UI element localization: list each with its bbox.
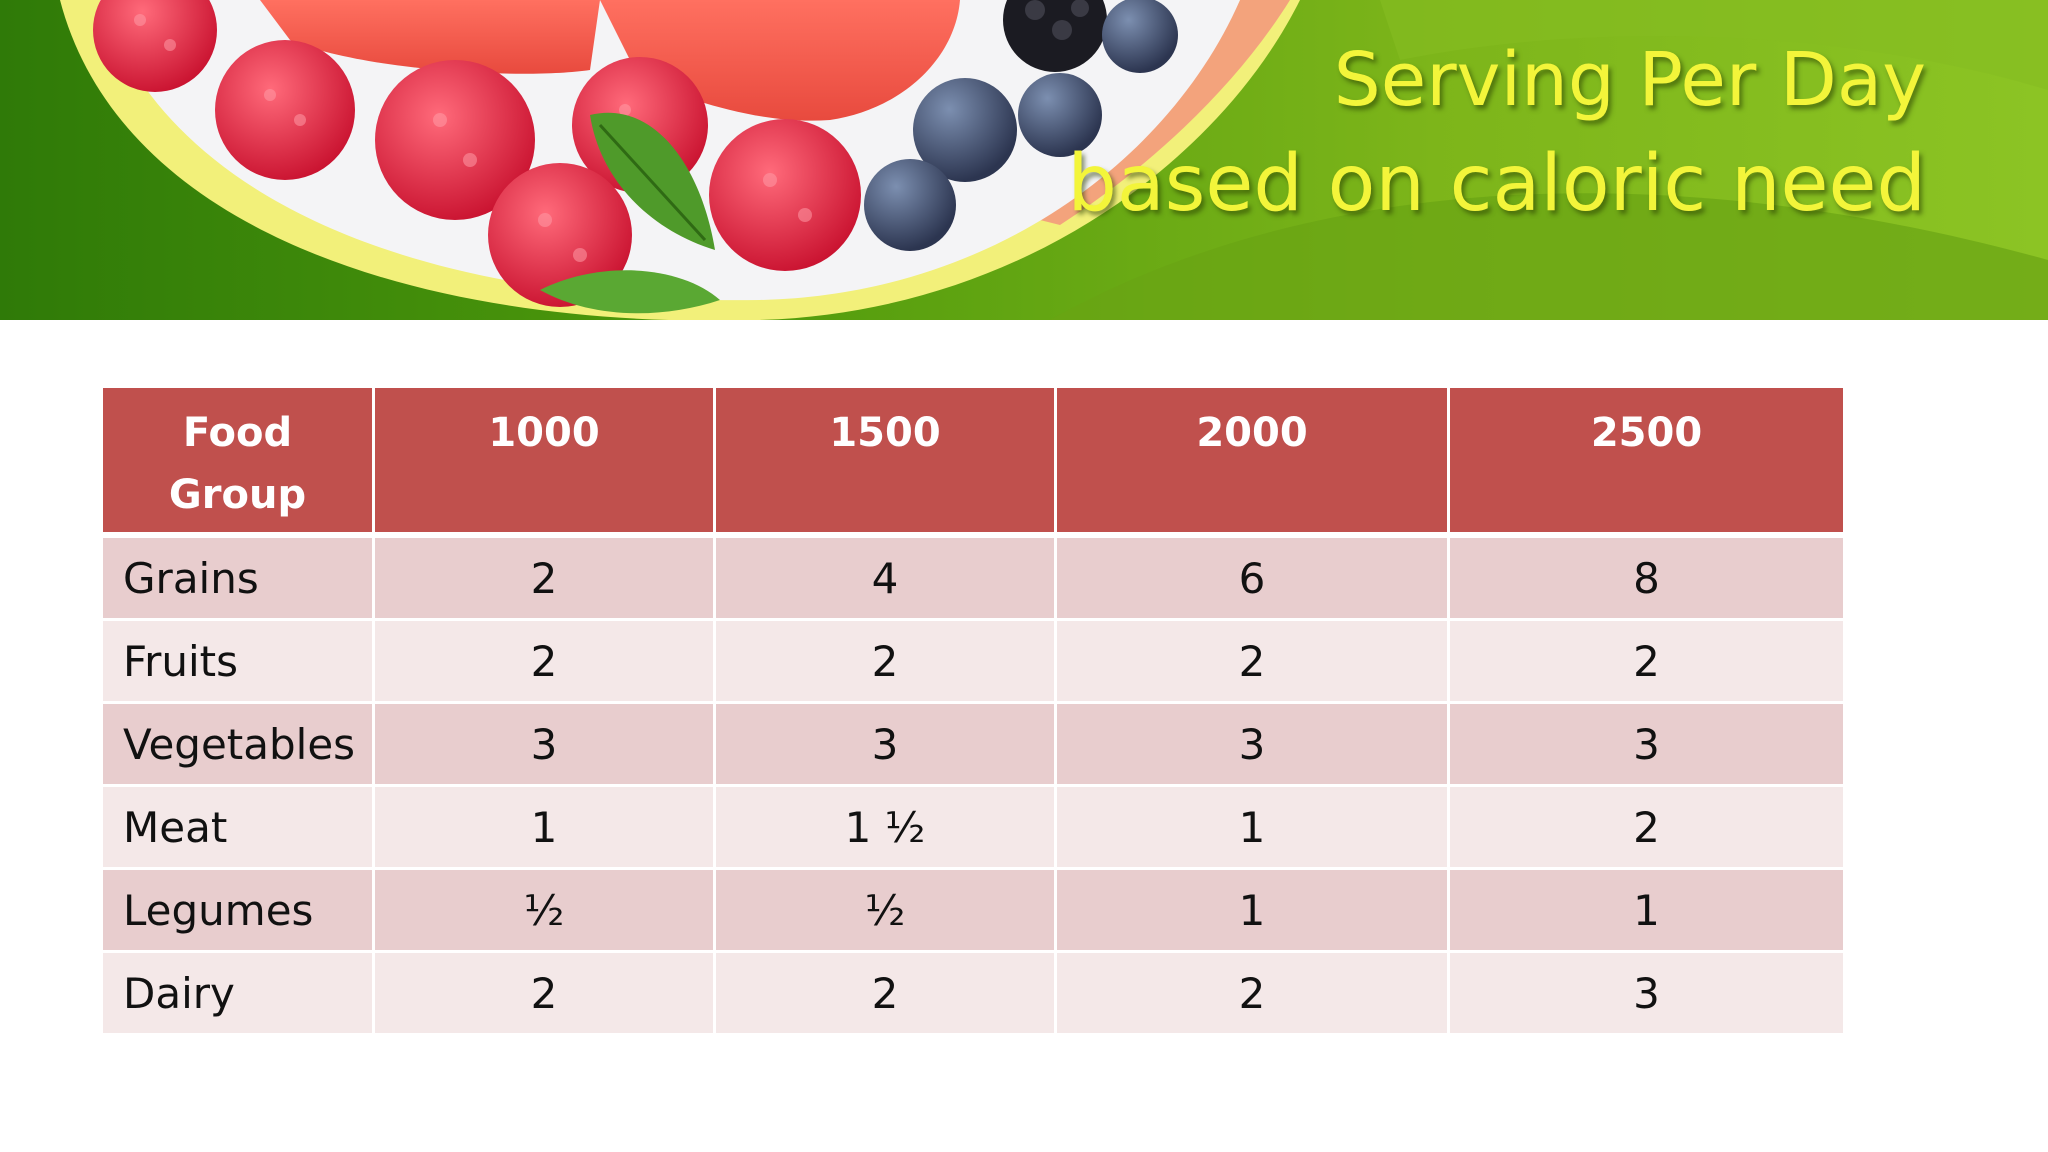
table-header-row: Food Group 1000 1500 2000 2500 (103, 388, 1843, 538)
header-2000: 2000 (1057, 388, 1450, 538)
servings-table-container: Food Group 1000 1500 2000 2500 Grains 2 … (103, 388, 1843, 1036)
table-cell: 2 (375, 621, 716, 704)
table-cell: 2 (716, 953, 1057, 1036)
table-cell: 1 (375, 787, 716, 870)
row-label: Legumes (103, 870, 375, 953)
header-1000: 1000 (375, 388, 716, 538)
row-label: Vegetables (103, 704, 375, 787)
table-row: Fruits 2 2 2 2 (103, 621, 1843, 704)
table-row: Dairy 2 2 2 3 (103, 953, 1843, 1036)
table-cell: 3 (1057, 704, 1450, 787)
table-cell: 3 (1450, 704, 1843, 787)
header-2500: 2500 (1450, 388, 1843, 538)
fruit-plate-banner-image (0, 0, 2048, 320)
table-cell: 8 (1450, 538, 1843, 621)
table-cell: 2 (375, 538, 716, 621)
table-cell: 3 (716, 704, 1057, 787)
table-cell: 1 (1057, 870, 1450, 953)
table-row: Meat 1 1 ½ 1 2 (103, 787, 1843, 870)
servings-table: Food Group 1000 1500 2000 2500 Grains 2 … (103, 388, 1843, 1036)
row-label: Fruits (103, 621, 375, 704)
table-cell: 2 (1450, 787, 1843, 870)
table-cell: 1 ½ (716, 787, 1057, 870)
table-cell: 2 (375, 953, 716, 1036)
header-food-group: Food Group (103, 388, 375, 538)
table-cell: 2 (1450, 621, 1843, 704)
title-line-2: based on caloric need (1067, 139, 1926, 229)
slide-title: Serving Per Day based on caloric need (1067, 28, 1926, 236)
table-row: Vegetables 3 3 3 3 (103, 704, 1843, 787)
table-cell: 2 (716, 621, 1057, 704)
table-cell: 6 (1057, 538, 1450, 621)
table-cell: ½ (716, 870, 1057, 953)
title-line-1: Serving Per Day (1333, 37, 1926, 123)
header-1500: 1500 (716, 388, 1057, 538)
table-cell: ½ (375, 870, 716, 953)
table-cell: 1 (1450, 870, 1843, 953)
table-cell: 4 (716, 538, 1057, 621)
row-label: Dairy (103, 953, 375, 1036)
table-cell: 2 (1057, 953, 1450, 1036)
row-label: Meat (103, 787, 375, 870)
table-row: Grains 2 4 6 8 (103, 538, 1843, 621)
table-row: Legumes ½ ½ 1 1 (103, 870, 1843, 953)
table-cell: 3 (375, 704, 716, 787)
header-banner: Serving Per Day based on caloric need (0, 0, 2048, 320)
table-cell: 2 (1057, 621, 1450, 704)
table-cell: 1 (1057, 787, 1450, 870)
row-label: Grains (103, 538, 375, 621)
table-cell: 3 (1450, 953, 1843, 1036)
